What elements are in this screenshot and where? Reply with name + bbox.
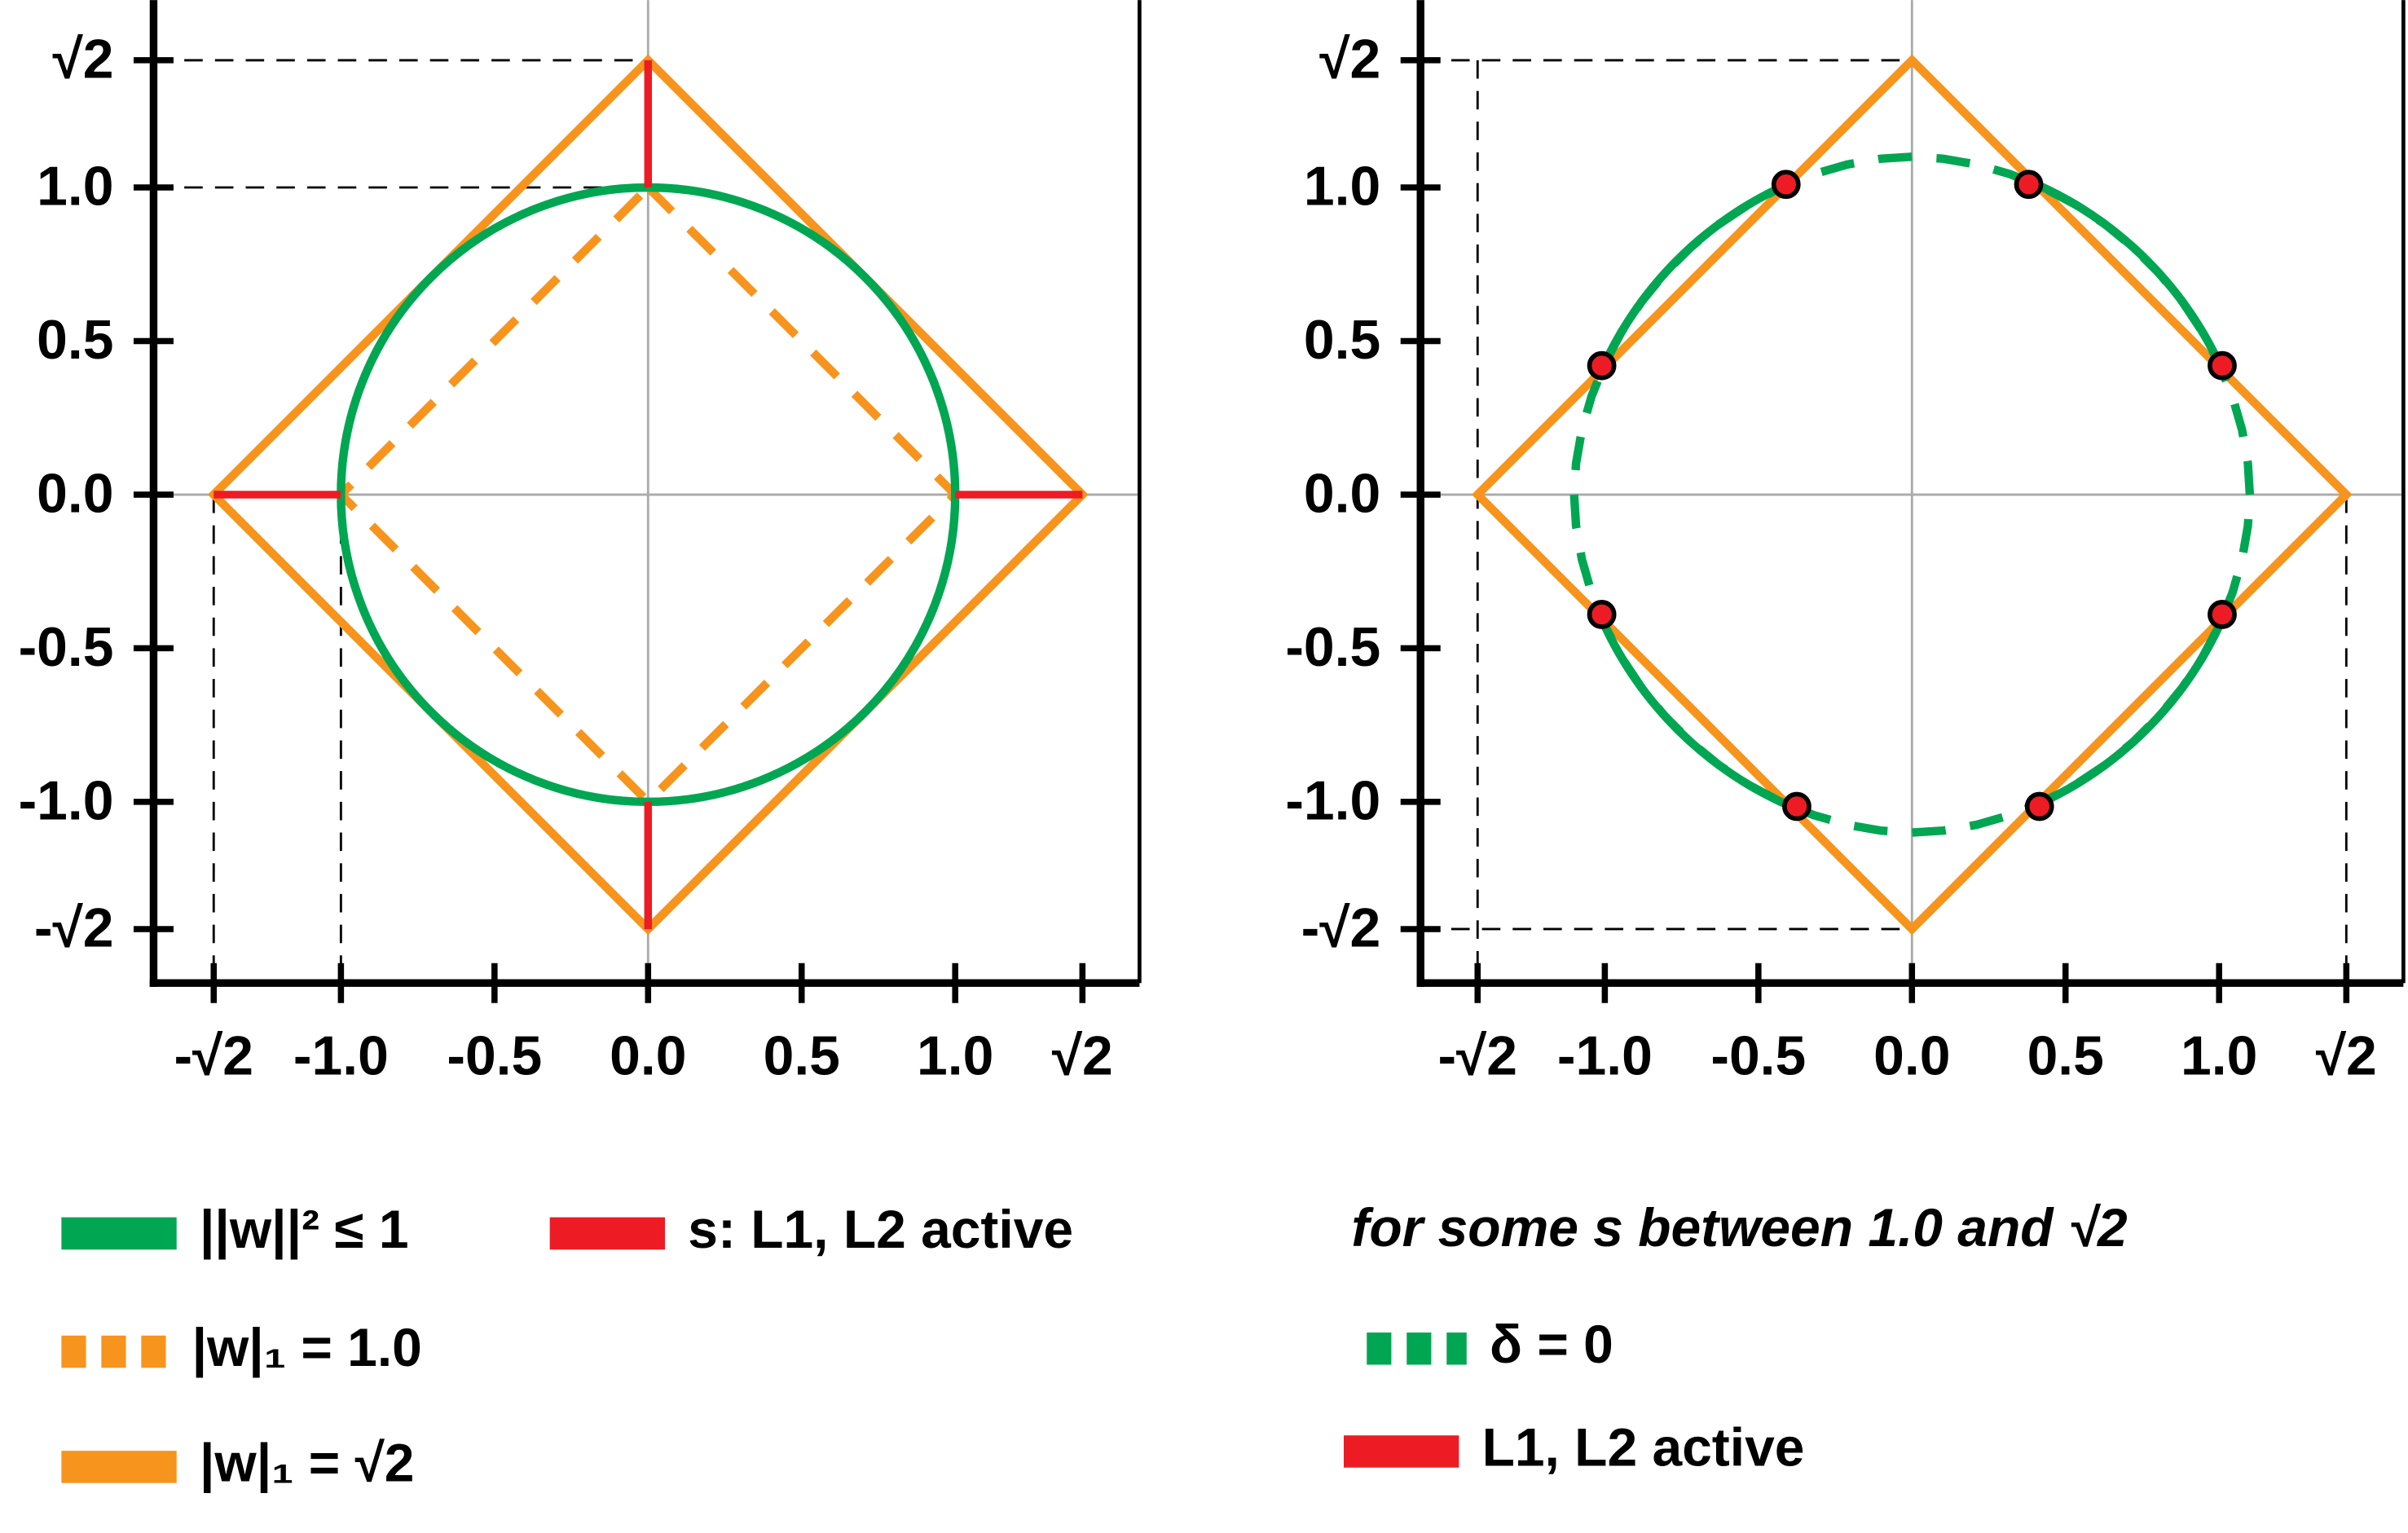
y-tick-label: -0.5 <box>19 617 114 678</box>
legend-label: |w|₁ = 1.0 <box>192 1317 422 1379</box>
y-tick-label: -√2 <box>1301 898 1381 959</box>
x-tick-label: √2 <box>1052 1025 1113 1086</box>
point <box>1587 350 1617 381</box>
legend-label: L1, L2 active <box>1482 1416 1805 1477</box>
x-tick-label: 0.5 <box>2027 1025 2104 1086</box>
point <box>1782 791 1812 822</box>
x-tick-label: 0.5 <box>764 1025 840 1086</box>
y-tick-label: 1.0 <box>37 156 113 218</box>
x-tick-label: -1.0 <box>1557 1025 1653 1086</box>
x-tick-label: √2 <box>2316 1025 2377 1086</box>
y-tick-label: -√2 <box>34 898 114 959</box>
legend-label: |w|₁ = √2 <box>200 1432 414 1494</box>
point <box>2208 600 2237 629</box>
x-tick-label: -1.0 <box>293 1025 389 1086</box>
legend-title: for some s between 1.0 and √2 <box>1351 1197 2127 1258</box>
y-tick-label: 0.5 <box>37 310 113 371</box>
legend-label: ||w||² ≤ 1 <box>200 1199 409 1261</box>
y-tick-label: -1.0 <box>1285 771 1380 832</box>
y-tick-label: 0.5 <box>1304 310 1380 371</box>
x-tick-label: -√2 <box>174 1025 253 1086</box>
curve-solid <box>2036 181 2225 371</box>
curve-solid <box>1598 619 1788 808</box>
point <box>2208 350 2237 381</box>
x-tick-label: -0.5 <box>1710 1025 1806 1086</box>
y-tick-label: -1.0 <box>19 771 114 832</box>
x-tick-label: 1.0 <box>917 1025 993 1086</box>
diamond <box>1471 54 2353 936</box>
y-tick-label: 0.0 <box>1304 464 1380 525</box>
legend-label: s: L1, L2 active <box>688 1199 1073 1259</box>
point <box>1587 600 1617 629</box>
x-tick-label: -0.5 <box>447 1025 542 1086</box>
x-tick-label: 0.0 <box>1873 1025 1950 1086</box>
segments <box>214 59 1083 929</box>
x-tick-label: 0.0 <box>610 1025 686 1086</box>
curve-solid <box>1598 181 1788 371</box>
point <box>1771 170 1801 200</box>
y-tick-label: √2 <box>53 29 114 90</box>
curve-solid <box>2036 619 2225 808</box>
y-tick-label: 1.0 <box>1304 156 1380 218</box>
y-tick-label: √2 <box>1319 29 1380 90</box>
y-tick-label: 0.0 <box>37 464 113 525</box>
x-tick-label: 1.0 <box>2181 1025 2257 1086</box>
y-tick-label: -0.5 <box>1285 617 1380 678</box>
x-tick-label: -√2 <box>1437 1025 1517 1086</box>
legend-label: δ = 0 <box>1490 1314 1613 1374</box>
point <box>2014 170 2044 200</box>
point <box>2024 791 2054 822</box>
